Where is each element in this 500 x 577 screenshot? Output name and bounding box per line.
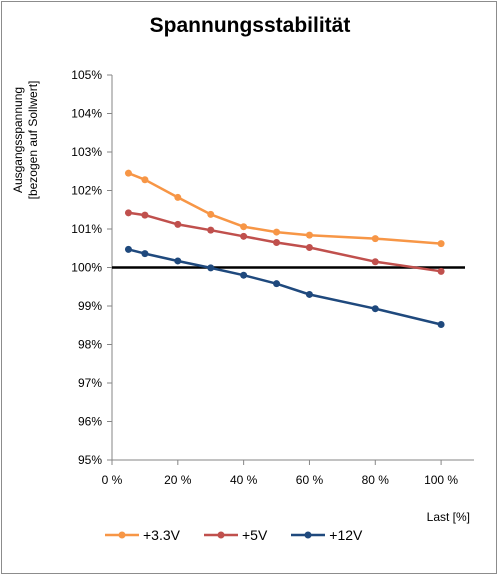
chart-title: Spannungsstabilität [149,14,351,37]
series-point [437,320,445,328]
legend-swatch-3v3 [105,531,139,539]
series-point [174,220,182,228]
y-tick-label: 99% [78,299,102,313]
series-point [141,176,149,184]
series-point [273,238,281,246]
series-point [273,228,281,236]
y-tick-label: 100% [71,261,102,275]
y-tick-label: 97% [78,376,102,390]
legend-label-3v3: +3.3V [143,527,180,543]
legend-label-5v: +5V [241,527,268,543]
y-tick-label: 104% [71,107,102,121]
series-point [141,211,149,219]
legend-swatch-5v [203,531,238,539]
legend-item-5v: +5V [203,527,268,543]
x-tick-label: 40 % [230,473,258,487]
series-point [124,245,132,253]
series-point [437,267,445,275]
series-point [174,193,182,201]
legend-item-3v3: +3.3V [105,527,180,543]
series-point [371,258,379,266]
series-point [240,223,248,231]
series-point [240,271,248,279]
series-point [124,209,132,217]
series-point [207,264,215,272]
series-point [240,232,248,240]
series-point [174,257,182,265]
x-tick-label: 0 % [102,473,123,487]
series-point [437,240,445,248]
y-tick-label: 102% [71,184,102,198]
legend-swatch-12v [291,531,326,539]
series-point [305,243,313,251]
x-axis-label: Last [%] [426,510,470,524]
series-point [124,169,132,177]
series-point [305,290,313,298]
y-tick-label: 105% [71,68,102,82]
y-tick-label: 96% [78,415,102,429]
x-tick-label: 60 % [296,473,324,487]
series-point [273,280,281,288]
series-line-0 [128,172,442,245]
legend: +3.3V +5V +12V [105,527,362,543]
y-tick-label: 98% [78,338,102,352]
x-tick-label: 20 % [164,473,192,487]
series-point [371,305,379,313]
y-tick-label: 101% [71,222,102,236]
series-point [371,235,379,243]
series-point [207,210,215,218]
x-tick-label: 100 % [424,473,458,487]
legend-label-12v: +12V [329,527,363,543]
x-tick-label: 80 % [362,473,390,487]
series-point [207,226,215,234]
legend-item-12v: +12V [291,527,362,543]
series-point [141,250,149,258]
y-tick-label: 103% [71,145,102,159]
series-point [305,231,313,239]
y-tick-label: 95% [78,453,102,467]
